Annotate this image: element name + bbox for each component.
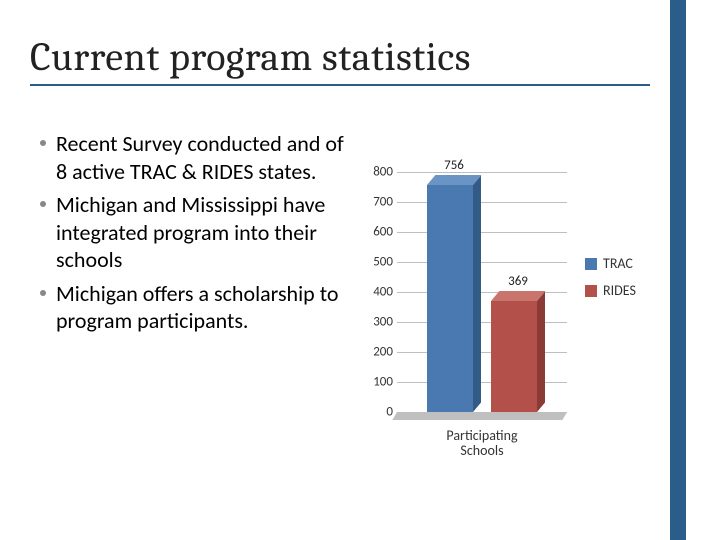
bar-trac (427, 185, 473, 412)
bar-value-label: 369 (508, 274, 528, 289)
chart-floor (392, 412, 567, 420)
bullet-text: Michigan offers a scholarship to program… (56, 280, 350, 335)
bullet-dot-icon (40, 201, 46, 207)
bullet-item: Michigan and Mississippi have integrated… (40, 191, 350, 274)
y-tick-label: 800 (355, 165, 393, 180)
bullet-item: Recent Survey conducted and of 8 active … (40, 130, 350, 185)
slide-title: Current program statistics (30, 34, 650, 86)
legend-item-trac: TRAC (585, 255, 636, 272)
y-tick-label: 600 (355, 225, 393, 240)
legend-label: RIDES (603, 282, 636, 299)
y-tick-label: 300 (355, 315, 393, 330)
y-tick-label: 400 (355, 285, 393, 300)
gridline (397, 202, 567, 203)
y-tick-label: 0 (355, 405, 393, 420)
chart-legend: TRAC RIDES (585, 255, 636, 309)
legend-swatch-icon (585, 285, 597, 297)
legend-swatch-icon (585, 258, 597, 270)
bullet-list: Recent Survey conducted and of 8 active … (40, 130, 350, 341)
chart-grid: 756369 (397, 172, 567, 412)
bullet-text: Michigan and Mississippi have integrated… (56, 191, 350, 274)
bullet-item: Michigan offers a scholarship to program… (40, 280, 350, 335)
legend-item-rides: RIDES (585, 282, 636, 299)
bullet-dot-icon (40, 290, 46, 296)
bar-chart: 0100200300400500600700800 756369 Partici… (355, 160, 675, 460)
y-tick-label: 200 (355, 345, 393, 360)
y-tick-label: 700 (355, 195, 393, 210)
bar-rides (491, 301, 537, 412)
gridline (397, 172, 567, 173)
gridline (397, 232, 567, 233)
bullet-dot-icon (40, 140, 46, 146)
bar-value-label: 756 (444, 158, 464, 173)
gridline (397, 262, 567, 263)
x-axis-label: Participating Schools (437, 428, 527, 459)
slide: Current program statistics Recent Survey… (0, 0, 720, 540)
bullet-text: Recent Survey conducted and of 8 active … (56, 130, 350, 185)
legend-label: TRAC (603, 255, 633, 272)
y-tick-label: 500 (355, 255, 393, 270)
y-tick-label: 100 (355, 375, 393, 390)
